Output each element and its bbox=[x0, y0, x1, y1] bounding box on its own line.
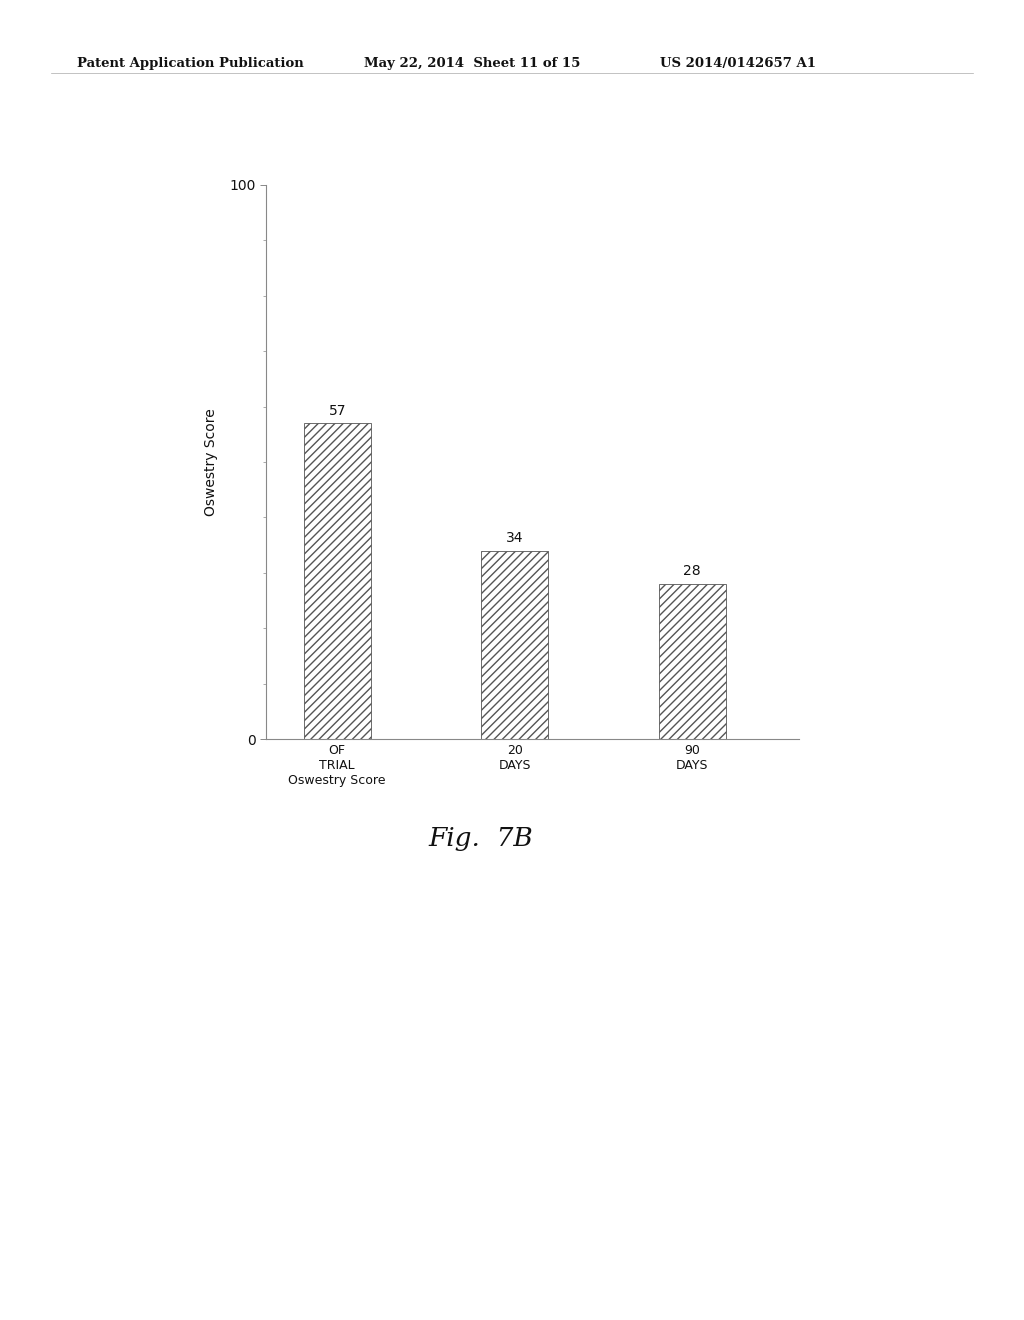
Text: 34: 34 bbox=[506, 531, 523, 545]
Y-axis label: Oswestry Score: Oswestry Score bbox=[205, 408, 218, 516]
Text: Patent Application Publication: Patent Application Publication bbox=[77, 57, 303, 70]
Bar bbox=[303, 424, 371, 739]
Bar bbox=[481, 550, 549, 739]
Text: US 2014/0142657 A1: US 2014/0142657 A1 bbox=[660, 57, 816, 70]
Bar bbox=[658, 583, 726, 739]
Text: 28: 28 bbox=[683, 565, 701, 578]
Text: May 22, 2014  Sheet 11 of 15: May 22, 2014 Sheet 11 of 15 bbox=[364, 57, 580, 70]
Text: 57: 57 bbox=[329, 404, 346, 417]
Text: Fig.  7B: Fig. 7B bbox=[429, 826, 534, 850]
